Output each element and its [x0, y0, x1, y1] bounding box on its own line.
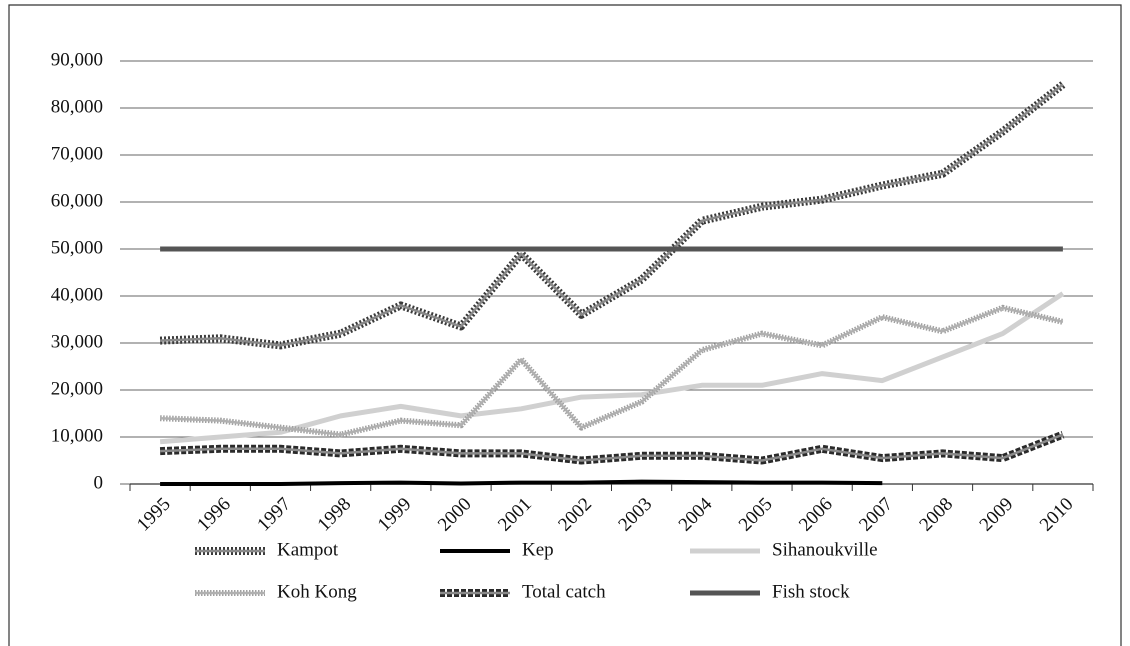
y-tick-label: 90,000	[51, 49, 103, 70]
x-tick-label: 2007	[855, 494, 897, 536]
x-tick-label: 2000	[434, 494, 476, 536]
x-tick-label: 1996	[193, 494, 235, 536]
x-tick-label: 2003	[614, 494, 656, 536]
x-tick-label: 2010	[1036, 494, 1078, 536]
series-line-core	[160, 306, 1064, 436]
x-tick-label: 2001	[494, 494, 536, 536]
series-line	[160, 479, 883, 486]
legend-label: Fish stock	[772, 581, 850, 602]
x-tick-label: 1999	[374, 494, 416, 536]
x-tick-label: 2004	[675, 493, 717, 535]
y-tick-label: 70,000	[51, 143, 103, 164]
legend-label: Kep	[522, 539, 554, 560]
y-tick-label: 30,000	[51, 331, 103, 352]
x-tick-label: 2006	[795, 494, 837, 536]
series-line	[159, 81, 1066, 350]
y-tick-label: 0	[94, 472, 104, 493]
x-tick-label: 2002	[554, 494, 596, 536]
chart-border	[8, 4, 1122, 646]
y-tick-label: 20,000	[51, 378, 103, 399]
series-line-core	[160, 83, 1064, 347]
series-line	[159, 291, 1065, 445]
legend-label: Sihanoukville	[772, 539, 878, 560]
x-tick-label: 2008	[915, 494, 957, 536]
y-tick-label: 50,000	[51, 237, 103, 258]
x-tick-label: 2005	[735, 494, 777, 536]
y-tick-label: 10,000	[51, 425, 103, 446]
legend-label: Koh Kong	[277, 581, 357, 602]
legend-label: Total catch	[522, 581, 606, 602]
x-tick-label: 1995	[133, 494, 175, 536]
y-tick-label: 60,000	[51, 190, 103, 211]
series-line-core	[160, 433, 1064, 462]
x-tick-label: 1998	[314, 494, 356, 536]
y-tick-label: 40,000	[51, 284, 103, 305]
x-tick-label: 1997	[253, 494, 295, 536]
x-tick-label: 2009	[976, 494, 1018, 536]
legend-label: Kampot	[277, 539, 339, 560]
series-line	[159, 430, 1065, 465]
y-tick-label: 80,000	[51, 96, 103, 117]
